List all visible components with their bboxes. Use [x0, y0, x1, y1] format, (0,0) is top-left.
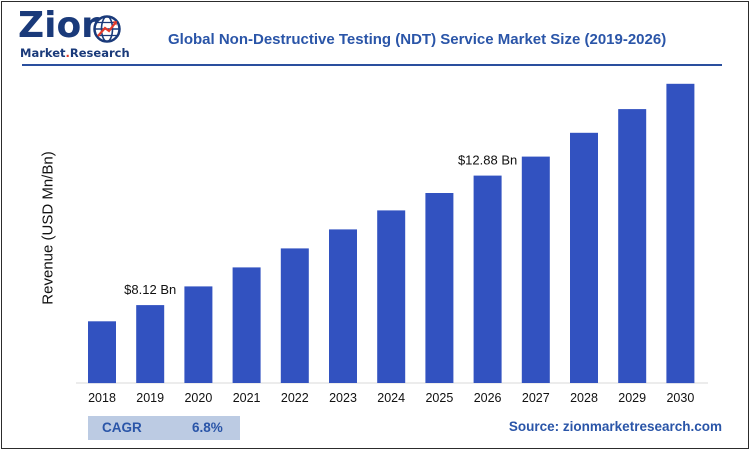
x-tick-2021: 2021 [233, 391, 261, 405]
bar-2030 [666, 83, 695, 384]
cagr-box: CAGR 6.8% [88, 416, 240, 440]
data-label-2019: $8.12 Bn [124, 282, 176, 297]
bar-2018 [88, 321, 116, 384]
bar-2019 [136, 305, 165, 383]
bar-2027 [521, 156, 550, 383]
bar-2023 [329, 229, 357, 383]
x-tick-2025: 2025 [425, 391, 453, 405]
globe-icon [93, 15, 121, 43]
logo-wordmark: Zion [18, 5, 107, 46]
bar-2028 [570, 132, 598, 383]
bar-2024 [377, 210, 406, 383]
bar-2025 [425, 193, 454, 383]
bar-2022 [280, 248, 309, 383]
x-tick-2022: 2022 [281, 391, 309, 405]
x-tick-2019: 2019 [136, 391, 164, 405]
zion-logo: Zion Market.Research [18, 5, 142, 61]
x-tick-2029: 2029 [618, 391, 646, 405]
bar-2029 [618, 109, 647, 383]
bar-2026 [473, 175, 502, 383]
x-tick-2028: 2028 [570, 391, 598, 405]
x-tick-2024: 2024 [377, 391, 405, 405]
cagr-value: 6.8% [192, 420, 223, 435]
cagr-label: CAGR [102, 420, 142, 435]
chart-title: Global Non-Destructive Testing (NDT) Ser… [168, 31, 667, 48]
bar-2020 [184, 286, 213, 383]
data-label-2026: $12.88 Bn [458, 153, 517, 168]
source-note: Source: zionmarketresearch.com [508, 419, 722, 434]
x-tick-2027: 2027 [522, 391, 550, 405]
logo-subtitle: Market.Research [20, 46, 130, 60]
x-tick-2018: 2018 [88, 391, 116, 405]
x-tick-2030: 2030 [666, 391, 694, 405]
bar-2021 [232, 267, 261, 383]
x-tick-2026: 2026 [474, 391, 502, 405]
title-divider [22, 64, 722, 66]
x-tick-2023: 2023 [329, 391, 357, 405]
x-tick-2020: 2020 [184, 391, 212, 405]
